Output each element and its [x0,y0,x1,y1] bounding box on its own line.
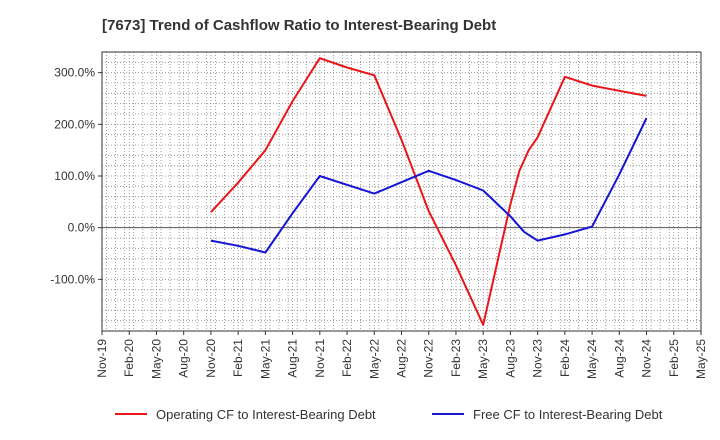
x-tick-label: Aug-22 [395,339,409,378]
y-tick-label: -100.0% [50,272,95,286]
chart-title: [7673] Trend of Cashflow Ratio to Intere… [102,17,496,34]
x-tick-label: May-25 [694,339,708,379]
x-tick-label: Aug-23 [503,339,517,378]
series-layer [210,57,648,326]
plot-area [102,52,701,331]
x-tick-label: Feb-25 [667,339,681,377]
legend-label-1: Operating CF to Interest-Bearing Debt [156,407,376,422]
x-tick-label: May-20 [149,339,163,379]
y-tick-label: 300.0% [54,66,95,80]
x-tick-label: Aug-21 [286,339,300,378]
y-axis-ticks: 300.0% 200.0% 100.0% 0.0% -100.0% [50,66,102,286]
x-tick-label: Nov-22 [422,339,436,378]
x-axis-ticks: Nov-19 Feb-20 May-20 Aug-20 Nov-20 Feb-21 May-… [95,331,708,379]
x-tick-label: May-24 [585,339,599,379]
x-tick-label: Feb-21 [231,339,245,377]
x-tick-label: Nov-23 [531,339,545,378]
x-tick-label: May-21 [258,339,272,379]
series-line-1 [210,57,647,326]
x-tick-label: Feb-20 [122,339,136,377]
x-tick-label: Feb-22 [340,339,354,377]
x-tick-label: Aug-24 [612,339,626,378]
legend-label-2: Free CF to Interest-Bearing Debt [473,407,663,422]
y-tick-label: 200.0% [54,117,95,131]
y-tick-label: 100.0% [54,169,95,183]
x-tick-label: Nov-24 [640,339,654,378]
x-tick-label: Nov-20 [204,339,218,378]
x-tick-label: May-23 [476,339,490,379]
x-tick-label: Nov-19 [95,339,109,378]
legend: Operating CF to Interest-Bearing Debt Fre… [115,407,663,422]
series-line-2 [210,117,648,254]
x-tick-label: Aug-20 [177,339,191,378]
y-tick-label: 0.0% [68,221,96,235]
x-tick-label: May-22 [367,339,381,379]
x-tick-label: Feb-24 [558,339,572,377]
x-tick-label: Nov-21 [313,339,327,378]
x-tick-label: Feb-23 [449,339,463,377]
